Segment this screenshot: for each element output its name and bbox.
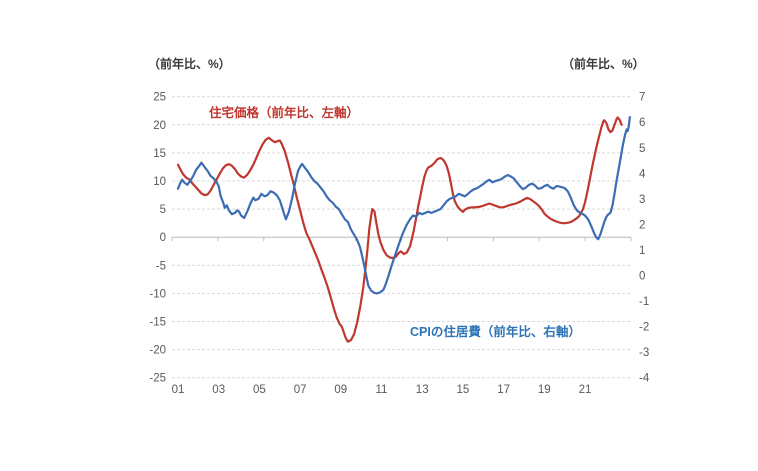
left-axis-tick-label: -5 xyxy=(156,260,166,272)
x-axis-tick-label: 09 xyxy=(334,384,347,396)
right-axis-unit-label: （前年比、%） xyxy=(562,57,645,71)
left-axis-tick-label: 0 xyxy=(160,232,166,244)
x-axis-tick-label: 03 xyxy=(212,384,225,396)
right-axis-tick-label: 1 xyxy=(639,245,645,257)
right-axis-tick-label: -3 xyxy=(639,347,649,359)
left-axis-tick-label: -20 xyxy=(149,345,166,357)
left-axis-tick-label: 25 xyxy=(153,92,166,104)
home-price-series-label: 住宅価格（前年比、左軸） xyxy=(209,106,360,120)
left-axis-tick-label: 20 xyxy=(153,120,166,132)
x-axis-tick-label: 05 xyxy=(253,384,266,396)
right-axis-tick-label: 6 xyxy=(639,117,645,129)
right-axis-tick-label: 3 xyxy=(639,194,645,206)
left-axis-tick-label: -15 xyxy=(149,317,166,329)
cpi-shelter-line xyxy=(176,116,631,295)
left-axis-tick-label: -10 xyxy=(149,288,166,300)
right-axis-tick-label: 7 xyxy=(639,92,645,104)
home-price-line xyxy=(176,116,623,343)
x-axis-tick-label: 13 xyxy=(416,384,429,396)
right-axis-tick-label: 2 xyxy=(639,219,645,231)
right-axis-tick-label: -4 xyxy=(639,373,650,385)
left-axis-tick-label: 15 xyxy=(153,148,166,160)
x-axis-tick-label: 21 xyxy=(579,384,592,396)
x-axis-tick-label: 11 xyxy=(376,384,388,396)
right-axis-tick-label: 0 xyxy=(639,271,645,283)
left-axis-tick-label: 10 xyxy=(153,176,166,188)
x-axis-tick-label: 15 xyxy=(457,384,470,396)
left-axis-tick-label: -25 xyxy=(149,373,166,385)
left-axis-unit-label: （前年比、%） xyxy=(148,57,231,71)
x-axis-tick-label: 17 xyxy=(497,384,510,396)
right-axis-tick-label: -2 xyxy=(639,322,649,334)
x-axis-tick-label: 19 xyxy=(538,384,551,396)
left-axis-tick-label: 5 xyxy=(160,204,166,216)
x-axis-tick-label: 07 xyxy=(294,384,307,396)
x-axis-tick-label: 01 xyxy=(172,384,185,396)
right-axis-tick-label: -1 xyxy=(639,296,649,308)
right-axis-tick-label: 5 xyxy=(639,143,645,155)
cpi-shelter-series-label: CPIの住居費（前年比、右軸） xyxy=(410,325,581,339)
right-axis-tick-label: 4 xyxy=(639,168,646,180)
